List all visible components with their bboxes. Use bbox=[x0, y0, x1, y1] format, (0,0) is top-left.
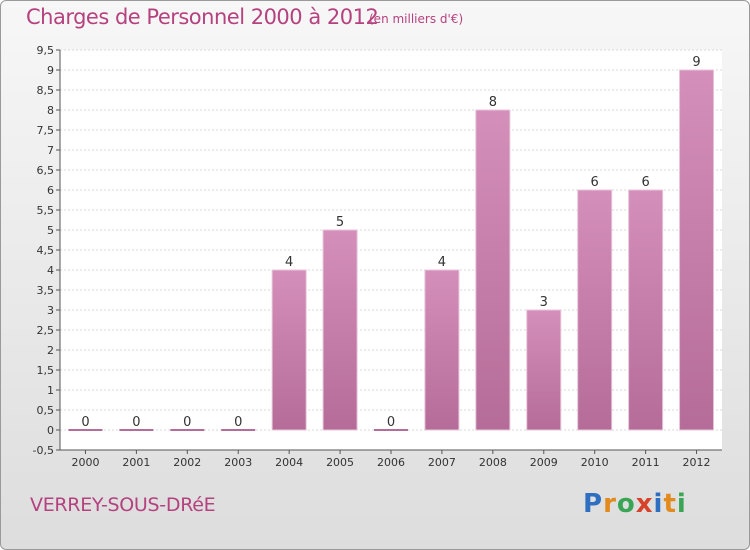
y-tick-label: 4,5 bbox=[37, 244, 55, 257]
y-tick-label: 0,5 bbox=[37, 404, 55, 417]
bar bbox=[628, 189, 664, 431]
logo-letter: o bbox=[616, 489, 636, 519]
x-tick-label: 2006 bbox=[377, 456, 405, 469]
x-tick-label: 2010 bbox=[581, 456, 609, 469]
plot-area bbox=[60, 50, 722, 450]
bar bbox=[322, 229, 358, 431]
y-tick-label: 2 bbox=[47, 344, 54, 357]
logo-letter: P bbox=[583, 489, 604, 519]
y-tick-label: 4 bbox=[47, 264, 54, 277]
data-label: 4 bbox=[285, 255, 293, 270]
y-tick-label: 7 bbox=[47, 144, 54, 157]
y-tick-label: -0,5 bbox=[33, 444, 54, 457]
x-tick-label: 2005 bbox=[326, 456, 354, 469]
x-tick-label: 2012 bbox=[683, 456, 711, 469]
data-label: 9 bbox=[692, 55, 700, 70]
y-tick-label: 9,5 bbox=[37, 44, 55, 57]
data-label: 0 bbox=[234, 415, 242, 430]
y-tick-label: 5 bbox=[47, 224, 54, 237]
x-tick-label: 2003 bbox=[224, 456, 252, 469]
data-label: 0 bbox=[387, 415, 395, 430]
x-tick-label: 2007 bbox=[428, 456, 456, 469]
x-tick-label: 2009 bbox=[530, 456, 558, 469]
logo-letter: i bbox=[653, 489, 664, 519]
logo-letter: r bbox=[603, 489, 617, 519]
data-label: 6 bbox=[641, 175, 649, 190]
y-tick-label: 2,5 bbox=[37, 324, 55, 337]
y-tick-label: 3 bbox=[47, 304, 54, 317]
x-tick-label: 2002 bbox=[173, 456, 201, 469]
x-tick-label: 2001 bbox=[122, 456, 150, 469]
bar bbox=[526, 309, 562, 431]
x-tick-label: 2008 bbox=[479, 456, 507, 469]
x-tick-label: 2000 bbox=[71, 456, 99, 469]
x-tick-label: 2004 bbox=[275, 456, 303, 469]
y-tick-label: 6,5 bbox=[37, 164, 55, 177]
logo-letter: i bbox=[676, 489, 687, 519]
data-label: 0 bbox=[132, 415, 140, 430]
y-tick-label: 1 bbox=[47, 384, 54, 397]
y-tick-label: 1,5 bbox=[37, 364, 55, 377]
x-tick-label: 2011 bbox=[632, 456, 660, 469]
proxiti-logo[interactable]: Proxiti bbox=[583, 489, 687, 519]
y-tick-label: 5,5 bbox=[37, 204, 55, 217]
bar bbox=[424, 269, 460, 431]
chart-subtitle: (en milliers d'€) bbox=[369, 12, 464, 26]
y-tick-label: 0 bbox=[47, 424, 54, 437]
data-label: 0 bbox=[183, 415, 191, 430]
data-label: 5 bbox=[336, 215, 344, 230]
data-label: 6 bbox=[591, 175, 599, 190]
chart-title: Charges de Personnel 2000 à 2012 bbox=[26, 5, 379, 29]
bar bbox=[271, 269, 307, 431]
data-label: 8 bbox=[489, 95, 497, 110]
y-tick-label: 6 bbox=[47, 184, 54, 197]
data-label: 3 bbox=[540, 295, 548, 310]
y-tick-label: 8 bbox=[47, 104, 54, 117]
logo-letter: x bbox=[635, 489, 654, 519]
logo-letter: t bbox=[663, 489, 677, 519]
bar bbox=[475, 109, 511, 431]
bar bbox=[577, 189, 613, 431]
y-tick-label: 9 bbox=[47, 64, 54, 77]
y-tick-label: 8,5 bbox=[37, 84, 55, 97]
data-label: 0 bbox=[81, 415, 89, 430]
commune-name: VERREY-SOUS-DRéE bbox=[30, 494, 216, 516]
y-tick-label: 3,5 bbox=[37, 284, 55, 297]
y-tick-label: 7,5 bbox=[37, 124, 55, 137]
bar bbox=[679, 69, 715, 431]
data-label: 4 bbox=[438, 255, 446, 270]
